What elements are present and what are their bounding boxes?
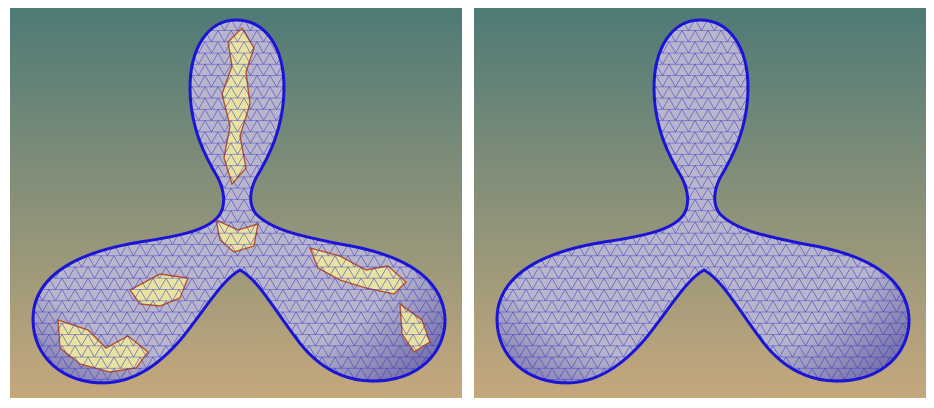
mesh-panel-right (474, 8, 926, 398)
mesh-render-left (10, 8, 462, 398)
surface-outline (495, 18, 911, 385)
mesh-panel-left (10, 8, 462, 398)
surface-outline (31, 18, 447, 385)
mesh-render-right (474, 8, 926, 398)
